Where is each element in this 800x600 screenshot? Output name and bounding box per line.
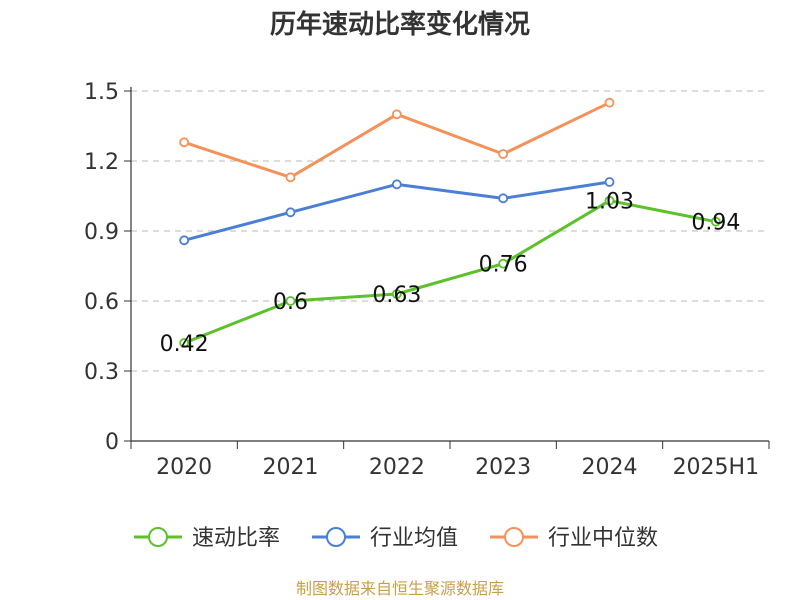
data-point (391, 109, 402, 120)
legend-marker-circle (148, 527, 168, 547)
data-point (179, 338, 190, 348)
data-labels: 0.42 0.6 0.63 0.76 1.03 0.94 (160, 190, 741, 357)
legend-label: 速动比率 (192, 526, 280, 551)
y-tick-label: 0.6 (84, 290, 119, 315)
legend-marker-circle (326, 527, 346, 547)
legend-label: 行业均值 (370, 526, 458, 551)
x-tick-label: 2025H1 (673, 455, 760, 480)
data-label: 0.76 (479, 253, 528, 278)
data-point (498, 258, 509, 269)
legend: 速动比率 行业均值 行业中位数 (134, 526, 658, 551)
data-label: 0.94 (691, 211, 740, 236)
x-tick-label: 2021 (263, 455, 319, 480)
data-point (710, 216, 721, 227)
data-point (604, 177, 615, 187)
x-tick-label: 2023 (475, 455, 531, 480)
data-point (498, 149, 509, 159)
y-tick-label: 0.9 (84, 220, 119, 245)
data-point (604, 195, 615, 206)
chart-title: 历年速动比率变化情况 (270, 9, 530, 40)
y-tick-label: 0 (105, 430, 119, 455)
legend-marker-circle (504, 527, 524, 547)
data-point (285, 296, 296, 306)
data-label: 0.42 (160, 332, 209, 357)
y-tick-label: 0.3 (84, 360, 119, 385)
axes (124, 87, 770, 449)
gridlines (131, 90, 769, 372)
x-tick-label: 2024 (582, 455, 638, 480)
data-point (604, 97, 615, 108)
data-point (179, 137, 190, 148)
tick-labels: 0 0.3 0.6 0.9 1.2 1.5 2020 2021 2022 2023 2024 2025… (84, 80, 759, 480)
series-line (183, 199, 717, 345)
y-tick-label: 1.2 (84, 150, 119, 175)
series-lines (179, 97, 721, 348)
data-point (285, 207, 296, 218)
x-tick-label: 2020 (156, 455, 212, 480)
data-point (285, 172, 296, 183)
data-label: 0.63 (372, 283, 421, 308)
x-tick-label: 2022 (369, 455, 425, 480)
data-label: 1.03 (585, 190, 634, 215)
source-note: 制图数据来自恒生聚源数据库 (296, 579, 504, 598)
data-point (498, 193, 509, 204)
legend-label: 行业中位数 (548, 526, 658, 551)
data-point (179, 235, 190, 246)
data-point (391, 179, 402, 190)
data-label: 0.6 (273, 290, 308, 315)
data-point (391, 289, 402, 299)
y-tick-label: 1.5 (84, 80, 119, 105)
